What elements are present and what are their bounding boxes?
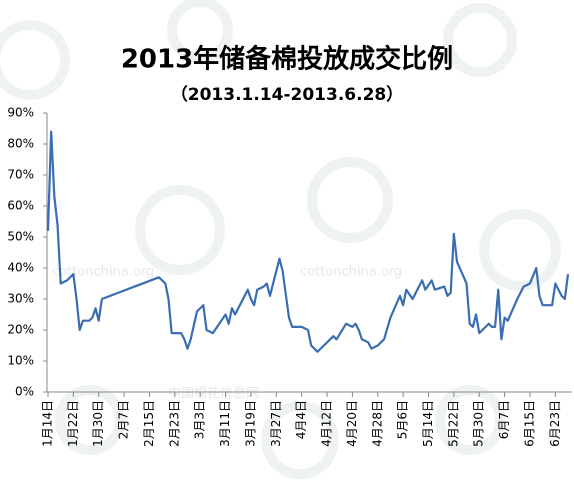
x-tick-label: 3月3日	[193, 400, 207, 439]
y-tick-label: 90%	[7, 106, 34, 120]
x-tick-label: 5月6日	[396, 400, 410, 439]
y-tick-label: 30%	[7, 292, 34, 306]
y-tick-label: 20%	[7, 323, 34, 337]
x-tick-label: 1月30日	[91, 400, 105, 447]
x-tick-label: 4月4日	[294, 400, 308, 439]
x-tick-label: 6月15日	[522, 400, 536, 447]
y-tick-label: 80%	[7, 137, 34, 151]
watermark: cottonchina.org	[52, 265, 154, 280]
y-tick-label: 40%	[7, 261, 34, 275]
y-tick-label: 0%	[15, 385, 34, 399]
y-tick-label: 60%	[7, 199, 34, 213]
chart-subtitle: （2013.1.14-2013.6.28）	[171, 84, 404, 105]
line-series	[46, 130, 570, 353]
background-decor	[0, 0, 561, 479]
x-tick-label: 4月20日	[345, 400, 359, 447]
x-tick-label: 2月7日	[117, 400, 131, 439]
x-tick-label: 6月7日	[497, 400, 511, 439]
y-tick-label: 50%	[7, 230, 34, 244]
x-tick-label: 1月14日	[41, 400, 55, 447]
y-tick-label: 70%	[7, 168, 34, 182]
x-tick-label: 3月27日	[269, 400, 283, 447]
x-tick-label: 2月23日	[167, 400, 181, 447]
watermark: 中国棉花信息网	[168, 386, 259, 402]
x-tick-label: 5月14日	[421, 400, 435, 447]
y-tick-label: 10%	[7, 354, 34, 368]
x-tick-label: 4月12日	[320, 400, 334, 447]
x-tick-label: 6月23日	[548, 400, 562, 447]
x-tick-label: 2月15日	[142, 400, 156, 447]
x-tick-label: 3月11日	[218, 400, 232, 447]
x-tick-label: 4月28日	[370, 400, 384, 447]
chart-title: 2013年储备棉投放成交比例	[121, 44, 453, 75]
x-tick-label: 5月22日	[446, 400, 460, 447]
x-tick-label: 3月19日	[243, 400, 257, 447]
x-tick-label: 1月22日	[66, 400, 80, 447]
x-tick-label: 5月30日	[472, 400, 486, 447]
watermark: cottonchina.org	[300, 265, 402, 280]
